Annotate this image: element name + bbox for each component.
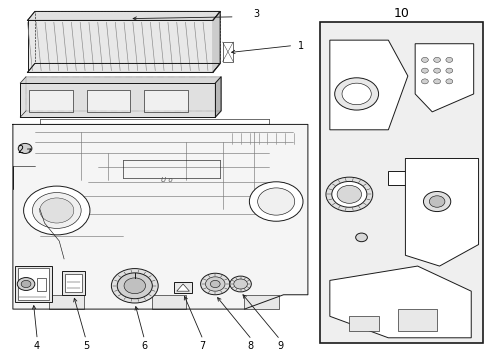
Circle shape (32, 193, 81, 228)
Circle shape (23, 186, 90, 235)
Circle shape (433, 57, 440, 62)
Polygon shape (20, 77, 221, 83)
Bar (152, 295, 185, 309)
Polygon shape (405, 158, 478, 266)
Text: U o: U o (161, 177, 172, 183)
Circle shape (17, 278, 35, 291)
Polygon shape (20, 111, 221, 117)
Text: 7: 7 (199, 341, 205, 351)
Circle shape (200, 273, 229, 295)
Circle shape (40, 198, 74, 223)
Bar (244, 295, 278, 309)
Bar (320, 22, 483, 343)
Text: 4: 4 (33, 341, 39, 351)
Circle shape (334, 78, 378, 110)
Circle shape (445, 79, 452, 84)
Circle shape (341, 83, 370, 105)
Bar (64, 274, 82, 292)
Circle shape (124, 278, 145, 294)
Circle shape (421, 79, 427, 84)
Circle shape (257, 188, 294, 215)
Polygon shape (215, 77, 221, 117)
Bar (387, 171, 417, 185)
Circle shape (331, 181, 366, 207)
Circle shape (421, 57, 427, 62)
Circle shape (117, 273, 152, 299)
Polygon shape (27, 12, 220, 21)
Circle shape (336, 185, 361, 203)
Circle shape (205, 277, 224, 291)
Polygon shape (414, 44, 473, 112)
Bar (173, 282, 192, 293)
Bar (222, 42, 233, 62)
Bar (49, 295, 83, 309)
Bar (144, 90, 187, 112)
Circle shape (18, 143, 32, 153)
Polygon shape (27, 63, 220, 72)
Bar (86, 90, 130, 112)
Circle shape (21, 280, 31, 288)
Circle shape (428, 196, 444, 207)
Polygon shape (176, 284, 189, 291)
Polygon shape (329, 40, 407, 130)
Circle shape (433, 79, 440, 84)
Bar (20, 83, 215, 117)
Bar (18, 268, 49, 300)
Circle shape (249, 182, 303, 221)
Text: 6: 6 (141, 341, 147, 351)
Circle shape (355, 233, 366, 242)
Circle shape (445, 57, 452, 62)
Polygon shape (13, 125, 307, 309)
Polygon shape (212, 12, 220, 72)
Text: 10: 10 (393, 7, 409, 20)
Text: 9: 9 (277, 341, 283, 351)
Bar (29, 90, 73, 112)
Circle shape (210, 280, 220, 288)
Bar (348, 316, 378, 330)
Circle shape (445, 68, 452, 73)
Bar (397, 309, 436, 330)
Circle shape (229, 276, 251, 292)
Text: 2: 2 (17, 144, 23, 154)
Circle shape (111, 269, 158, 303)
Circle shape (233, 279, 247, 289)
Circle shape (325, 177, 372, 212)
Circle shape (423, 192, 450, 212)
Bar (37, 278, 45, 291)
Text: 3: 3 (253, 9, 259, 19)
Circle shape (433, 68, 440, 73)
Text: 5: 5 (83, 341, 89, 351)
Text: 8: 8 (247, 341, 253, 351)
Polygon shape (329, 266, 470, 338)
Bar (27, 21, 212, 72)
Circle shape (421, 68, 427, 73)
Bar (61, 271, 85, 295)
Text: 1: 1 (297, 41, 303, 50)
Bar (15, 266, 52, 302)
